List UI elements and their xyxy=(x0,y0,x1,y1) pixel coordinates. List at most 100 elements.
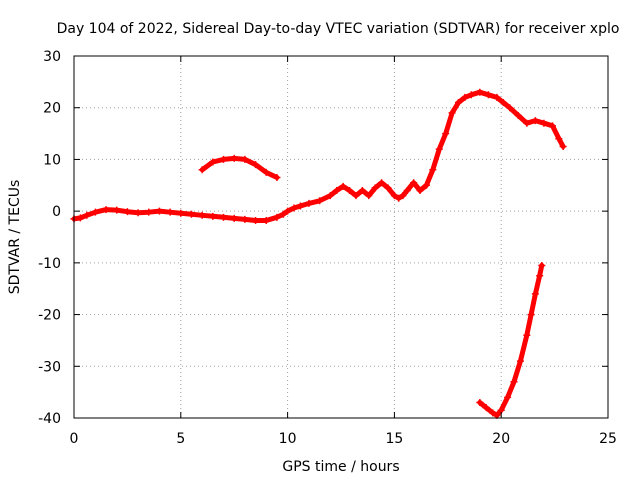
y-tick-label: -40 xyxy=(38,411,61,427)
data-point xyxy=(326,192,334,200)
data-point xyxy=(429,166,437,174)
data-point xyxy=(220,155,228,163)
data-point xyxy=(252,161,260,169)
y-tick-label: -30 xyxy=(38,359,61,375)
data-point xyxy=(91,208,99,216)
data-point xyxy=(531,117,539,125)
y-tick-label: 20 xyxy=(43,101,61,117)
data-point xyxy=(290,204,298,212)
data-point xyxy=(403,186,411,194)
data-point xyxy=(241,155,249,163)
data-point xyxy=(371,184,379,192)
data-point xyxy=(209,212,217,220)
data-point xyxy=(198,211,206,219)
data-point xyxy=(305,199,313,207)
data-point xyxy=(448,109,456,117)
data-point xyxy=(273,174,281,182)
data-point xyxy=(123,208,131,216)
data-point xyxy=(506,104,514,112)
x-tick-label: 0 xyxy=(70,431,79,447)
axis-ticks: 0 5 10 15 20 25 -40 -30 -20 -10 0 10 20 30 xyxy=(38,49,617,447)
series-segment-1 xyxy=(70,88,567,224)
data-point xyxy=(241,215,249,223)
x-tick-label: 15 xyxy=(385,431,403,447)
data-point xyxy=(378,179,386,187)
y-tick-label: 30 xyxy=(43,49,61,65)
y-tick-label: -10 xyxy=(38,256,61,272)
data-point xyxy=(365,192,373,200)
data-point xyxy=(484,91,492,99)
grid xyxy=(74,56,608,418)
data-point xyxy=(461,93,469,101)
data-point xyxy=(220,213,228,221)
data-point xyxy=(540,119,548,127)
data-point xyxy=(510,378,518,386)
data-point xyxy=(555,135,563,143)
data-point xyxy=(454,99,462,107)
x-axis-label: GPS time / hours xyxy=(282,459,399,475)
data-point xyxy=(523,331,531,339)
y-tick-label: 0 xyxy=(52,204,61,220)
data-point xyxy=(504,393,512,401)
y-tick-label: -20 xyxy=(38,308,61,324)
data-point xyxy=(467,91,475,99)
data-point xyxy=(177,209,185,217)
data-point xyxy=(482,404,490,412)
data-point xyxy=(83,211,91,219)
data-point xyxy=(476,398,484,406)
data-point xyxy=(395,194,403,202)
data-point xyxy=(230,154,238,162)
chart-title: Day 104 of 2022, Sidereal Day-to-day VTE… xyxy=(57,21,620,37)
data-point xyxy=(422,181,430,189)
data-point xyxy=(252,216,260,224)
data-point xyxy=(410,179,418,187)
data-point xyxy=(273,213,281,221)
x-tick-label: 5 xyxy=(176,431,185,447)
data-point xyxy=(352,192,360,200)
y-axis-label: SDTVAR / TECUs xyxy=(7,180,23,295)
data-point xyxy=(358,186,366,194)
data-point xyxy=(516,357,524,365)
data-point xyxy=(145,208,153,216)
data-point xyxy=(230,214,238,222)
data-point xyxy=(339,182,347,190)
data-point xyxy=(536,272,544,280)
series-group xyxy=(70,88,567,419)
data-point xyxy=(531,290,539,298)
x-tick-label: 20 xyxy=(492,431,510,447)
data-point xyxy=(435,145,443,153)
data-point xyxy=(559,143,567,150)
series-segment-3 xyxy=(476,261,546,419)
data-point xyxy=(390,192,398,200)
data-point xyxy=(523,119,531,127)
data-point xyxy=(279,210,287,218)
data-point xyxy=(134,209,142,217)
series-line xyxy=(477,262,545,418)
data-point xyxy=(548,122,556,130)
data-point xyxy=(333,186,341,194)
data-point xyxy=(476,88,484,96)
data-point xyxy=(499,99,507,107)
data-point xyxy=(262,216,270,224)
data-point xyxy=(538,261,546,269)
data-point xyxy=(399,192,407,200)
x-tick-label: 10 xyxy=(279,431,297,447)
data-point xyxy=(416,186,424,194)
data-point xyxy=(493,93,501,101)
data-point xyxy=(527,311,535,319)
plot-frame xyxy=(73,55,609,419)
data-point xyxy=(76,214,84,222)
data-point xyxy=(198,166,206,174)
data-point xyxy=(346,186,354,194)
data-point xyxy=(514,111,522,119)
data-point xyxy=(166,208,174,216)
data-point xyxy=(113,206,121,214)
x-tick-label: 25 xyxy=(599,431,617,447)
data-point xyxy=(489,409,497,417)
data-point xyxy=(187,210,195,218)
data-point xyxy=(155,207,163,215)
data-point xyxy=(284,207,292,215)
data-point xyxy=(316,197,324,205)
data-point xyxy=(296,202,304,210)
